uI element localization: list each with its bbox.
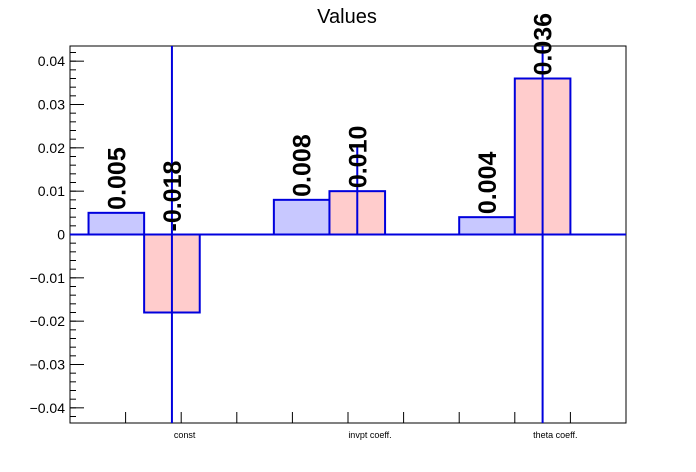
y-tick-label: −0.02 — [30, 313, 66, 329]
bar — [272, 198, 331, 236]
x-tick-label: invpt coeff. — [348, 430, 391, 440]
y-tick-label: 0 — [57, 227, 65, 243]
y-tick-label: 0.03 — [38, 97, 65, 113]
data-label: 0.010 — [344, 126, 372, 189]
y-tick-label: 0.04 — [38, 53, 65, 69]
bar — [87, 211, 146, 236]
y-tick-label: −0.03 — [30, 357, 66, 373]
error-bars — [170, 46, 544, 423]
data-label: 0.005 — [103, 147, 131, 210]
bar — [458, 216, 516, 236]
x-axis: const invpt coeff. theta coeff. — [125, 412, 578, 440]
y-tick-label: −0.01 — [30, 270, 66, 286]
data-label: -0.018 — [159, 161, 187, 232]
data-label: 0.008 — [289, 134, 317, 197]
x-tick-label: const — [174, 430, 196, 440]
data-label: 0.004 — [474, 152, 502, 215]
data-labels: 0.005 0.008 0.004 -0.018 0.010 0.036 — [103, 13, 557, 232]
data-label: 0.036 — [530, 13, 558, 76]
y-tick-label: −0.04 — [30, 400, 66, 416]
x-tick-label: theta coeff. — [533, 430, 577, 440]
chart-title: Values — [317, 6, 377, 28]
y-tick-label: 0.01 — [38, 183, 65, 199]
y-tick-label: 0.02 — [38, 140, 65, 156]
